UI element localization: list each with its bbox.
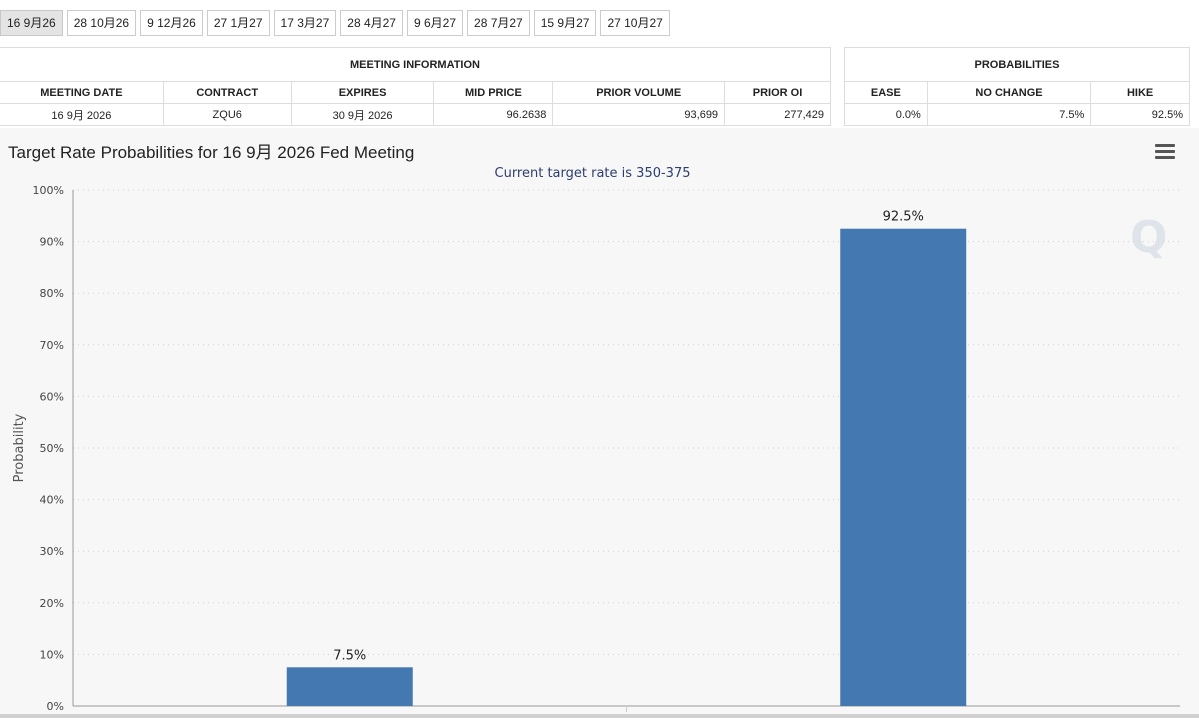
col-prior-oi: PRIOR OI — [724, 81, 831, 104]
bar — [286, 667, 413, 706]
chart-menu-icon[interactable] — [1155, 144, 1175, 160]
tab-meeting-1[interactable]: 28 10月26 — [66, 10, 137, 36]
probabilities-title: PROBABILITIES — [844, 47, 1190, 82]
bar-value-label: 92.5% — [883, 210, 924, 225]
hike-value: 92.5% — [1090, 103, 1190, 126]
y-tick-label: 50% — [40, 442, 64, 455]
col-hike: HIKE — [1090, 81, 1190, 104]
meeting-date-value: 16 9月 2026 — [0, 103, 164, 126]
tab-meeting-0[interactable]: 16 9月26 — [0, 10, 63, 36]
meeting-tabs: 16 9月26 28 10月26 9 12月26 27 1月27 17 3月27… — [0, 10, 670, 37]
tab-meeting-9[interactable]: 27 10月27 — [600, 10, 670, 36]
bottom-scrollbar[interactable] — [0, 714, 1199, 718]
y-tick-label: 60% — [40, 390, 64, 403]
y-tick-label: 90% — [40, 236, 64, 249]
tab-meeting-5[interactable]: 28 4月27 — [340, 10, 403, 36]
y-tick-label: 20% — [40, 597, 64, 610]
y-tick-label: 30% — [40, 545, 64, 558]
y-tick-label: 80% — [40, 287, 64, 300]
tab-meeting-8[interactable]: 15 9月27 — [533, 10, 597, 36]
watermark-logo: Q — [1130, 212, 1168, 263]
prior-volume-value: 93,699 — [552, 103, 726, 126]
chart-subtitle: Current target rate is 350-375 — [494, 166, 691, 181]
y-tick-label: 40% — [40, 494, 64, 507]
tab-meeting-2[interactable]: 9 12月26 — [140, 10, 203, 36]
chart-title: Target Rate Probabilities for 16 9月 2026… — [8, 143, 415, 162]
no-change-value: 7.5% — [926, 103, 1092, 126]
col-expires: EXPIRES — [290, 81, 435, 104]
bar — [840, 228, 967, 706]
tab-meeting-7[interactable]: 28 7月27 — [467, 10, 530, 36]
bar-value-label: 7.5% — [333, 648, 366, 663]
col-ease: EASE — [844, 81, 928, 104]
mid-price-value: 96.2638 — [433, 103, 554, 126]
table-row: 16 9月 2026 ZQU6 30 9月 2026 96.2638 93,69… — [0, 103, 831, 126]
y-axis-label: Probability — [12, 413, 27, 482]
y-tick-label: 0% — [47, 700, 64, 713]
table-row: 0.0% 7.5% 92.5% — [844, 103, 1190, 126]
meeting-information-title: MEETING INFORMATION — [0, 47, 831, 82]
meeting-information-table: MEETING INFORMATION MEETING DATE CONTRAC… — [0, 47, 831, 126]
col-prior-volume: PRIOR VOLUME — [552, 81, 726, 104]
col-no-change: NO CHANGE — [926, 81, 1092, 104]
col-mid-price: MID PRICE — [433, 81, 554, 104]
probability-chart: Target Rate Probabilities for 16 9月 2026… — [0, 128, 1199, 718]
prior-oi-value: 277,429 — [724, 103, 831, 126]
y-tick-label: 10% — [40, 648, 64, 661]
col-contract: CONTRACT — [162, 81, 292, 104]
col-meeting-date: MEETING DATE — [0, 81, 164, 104]
tab-meeting-6[interactable]: 9 6月27 — [406, 10, 464, 36]
probabilities-table: PROBABILITIES EASE NO CHANGE HIKE 0.0% 7… — [844, 47, 1190, 126]
chart-plot-area: 0% 10% 20% 30% 40% 50% 60% 70% 80% 90% 100% Probabi… — [12, 184, 1180, 713]
ease-value: 0.0% — [844, 103, 928, 126]
expires-value: 30 9月 2026 — [290, 103, 435, 126]
y-tick-label: 100% — [33, 184, 64, 197]
y-tick-label: 70% — [40, 339, 64, 352]
tab-meeting-4[interactable]: 17 3月27 — [273, 10, 337, 36]
contract-value: ZQU6 — [162, 103, 292, 126]
tab-meeting-3[interactable]: 27 1月27 — [206, 10, 270, 36]
